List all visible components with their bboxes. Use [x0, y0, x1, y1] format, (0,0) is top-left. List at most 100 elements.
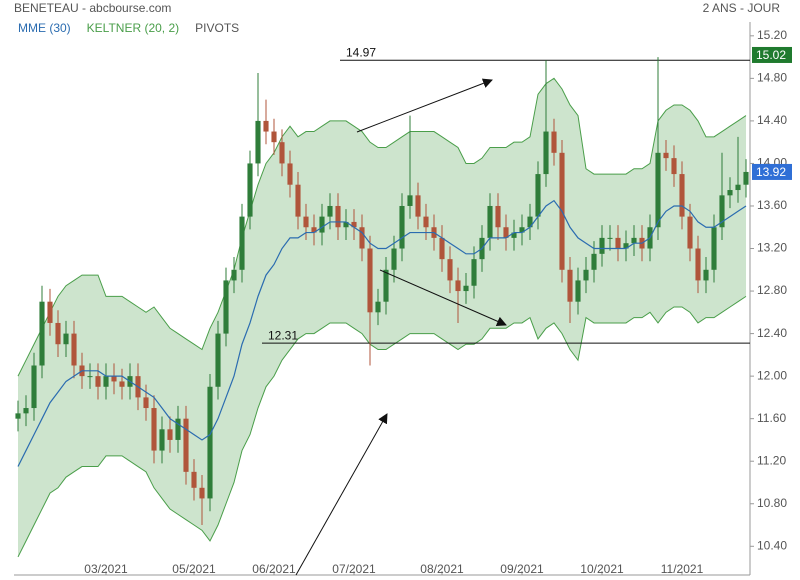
- candle-body: [375, 301, 381, 313]
- candle-body: [399, 205, 405, 249]
- candle-body: [535, 174, 541, 217]
- y-tick-label: 10.80: [757, 496, 787, 510]
- keltner-upper: [17, 77, 747, 377]
- candle-body: [631, 237, 637, 244]
- candle-body: [295, 184, 301, 217]
- candle-body: [575, 280, 581, 302]
- y-tick-label: 15.20: [757, 28, 787, 42]
- candle-body: [87, 376, 93, 378]
- candle-body: [175, 418, 181, 440]
- candle-body: [423, 216, 429, 228]
- candle-body: [279, 142, 285, 164]
- candle-body: [543, 131, 549, 175]
- candle-body: [503, 227, 509, 238]
- candle-body: [95, 376, 101, 387]
- y-tick-label: 13.20: [757, 241, 787, 255]
- candle-body: [31, 365, 37, 409]
- candle-body: [207, 386, 213, 499]
- arrow: [379, 269, 507, 326]
- candle-body: [351, 221, 357, 228]
- y-tick-label: 11.20: [757, 453, 786, 467]
- candle-body: [519, 227, 525, 233]
- x-tick-label: 11/2021: [661, 562, 704, 576]
- candle-body: [703, 269, 709, 281]
- price-marker-box: [752, 46, 792, 63]
- price-marker-box: [752, 163, 792, 180]
- y-tick-label: 13.60: [757, 198, 787, 212]
- x-tick-label: 05/2021: [172, 562, 216, 576]
- candle-body: [47, 301, 53, 323]
- candle-body: [71, 333, 77, 366]
- candle-body: [159, 429, 165, 451]
- candle-body: [471, 259, 477, 286]
- candle-body: [695, 248, 701, 281]
- legend-label: MME (30): [18, 21, 71, 35]
- candle-body: [735, 184, 741, 191]
- candle-body: [359, 227, 365, 249]
- candle-body: [711, 227, 717, 270]
- candle-body: [383, 269, 389, 302]
- candle-body: [495, 205, 501, 228]
- candle-body: [455, 280, 461, 292]
- candle-body: [231, 269, 237, 281]
- candle-body: [143, 397, 149, 409]
- keltner-lower: [17, 295, 747, 558]
- candle-body: [263, 120, 269, 132]
- candle-body: [671, 158, 677, 175]
- y-tick-label: 14.40: [757, 113, 787, 127]
- price-marker-label: 15.02: [756, 48, 786, 62]
- candle-body: [327, 205, 333, 217]
- x-tick-label: 09/2021: [500, 562, 544, 576]
- candle-body: [391, 248, 397, 270]
- candle-body: [111, 376, 117, 382]
- candle-body: [167, 429, 173, 440]
- candle-body: [415, 195, 421, 217]
- candle-body: [239, 216, 245, 270]
- candle-body: [367, 248, 373, 313]
- candle-body: [551, 131, 557, 153]
- candle-body: [567, 269, 573, 302]
- candle-body: [487, 205, 493, 238]
- candle-body: [343, 221, 349, 228]
- candle-body: [719, 195, 725, 228]
- y-tick-label: 10.40: [757, 538, 787, 552]
- candle-body: [303, 216, 309, 228]
- candle-body: [607, 237, 613, 239]
- candle-body: [103, 376, 109, 387]
- candle-body: [623, 243, 629, 249]
- y-tick-label: 11.60: [757, 411, 786, 425]
- y-tick-label: 12.40: [757, 326, 787, 340]
- candle-body: [583, 269, 589, 281]
- candle-body: [15, 413, 21, 419]
- trend-arrows: [295, 78, 507, 576]
- x-tick-label: 10/2021: [580, 562, 624, 576]
- arrow: [356, 78, 493, 133]
- y-tick-label: 12.80: [757, 283, 787, 297]
- candle-body: [679, 174, 685, 217]
- candle-body: [311, 227, 317, 233]
- candle-body: [151, 408, 157, 451]
- candle-body: [255, 120, 261, 164]
- chart-subtitle: 2 ANS - JOUR: [703, 1, 781, 15]
- x-tick-label: 03/2021: [84, 562, 128, 576]
- candle-body: [439, 237, 445, 260]
- candle-body: [287, 163, 293, 185]
- pivot-label: 12.31: [268, 328, 298, 342]
- legend-label: PIVOTS: [195, 21, 239, 35]
- candle-body: [655, 152, 661, 228]
- candle-body: [591, 253, 597, 270]
- x-tick-label: 07/2021: [332, 562, 376, 576]
- candle-body: [663, 152, 669, 159]
- candle-body: [183, 418, 189, 472]
- x-tick-label: 06/2021: [252, 562, 296, 576]
- y-tick-label: 12.00: [757, 368, 787, 382]
- candle-body: [191, 471, 197, 488]
- candle-body: [687, 216, 693, 249]
- candle-body: [23, 408, 29, 414]
- plot-area: 10.40 10.80 11.20 11.60 12.00 12.40 12.80 13.20…: [14, 22, 787, 576]
- candle-body: [223, 280, 229, 334]
- candle-body: [247, 163, 253, 217]
- mme-line: [17, 199, 747, 467]
- candle-body: [727, 190, 733, 196]
